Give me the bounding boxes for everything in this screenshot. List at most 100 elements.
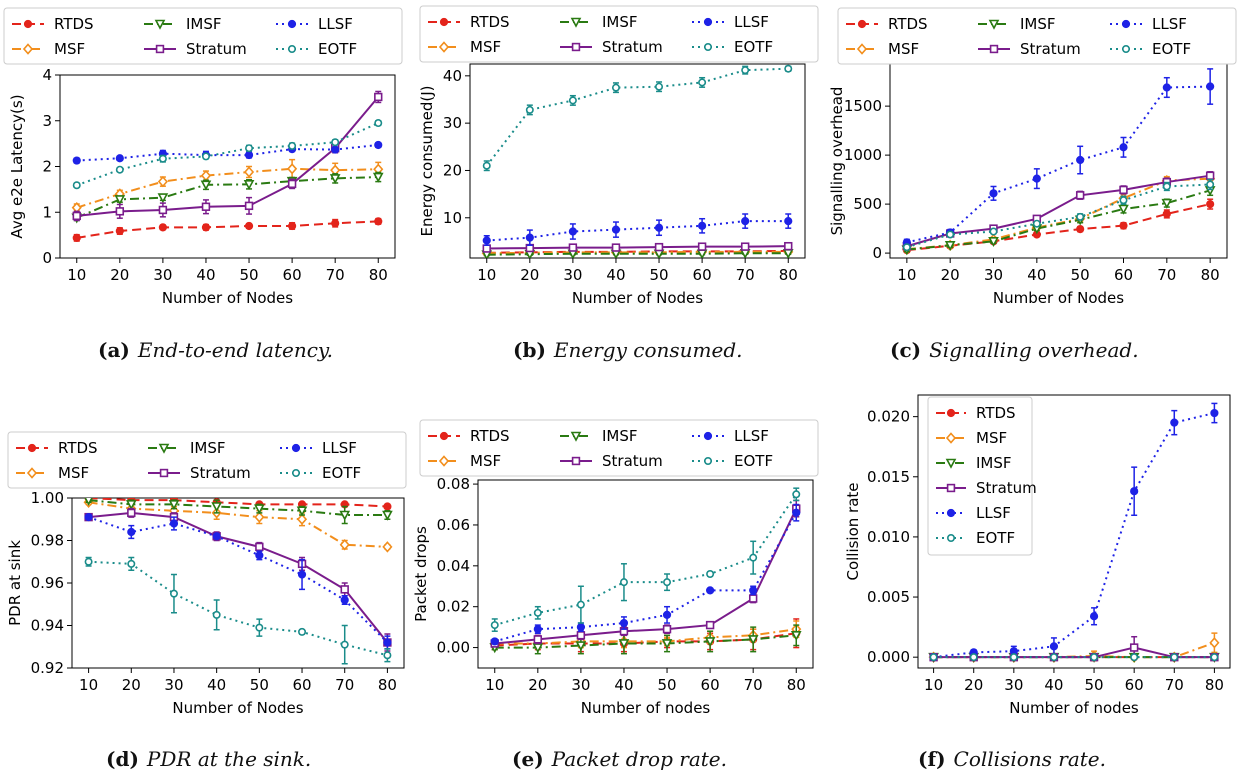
- legend-entry: MSF: [976, 429, 1007, 447]
- caption-text: Collisions rate.: [953, 747, 1106, 771]
- data-point-stratum: [697, 242, 707, 251]
- legend-marker: [23, 19, 33, 29]
- data-point-llsf: [706, 586, 715, 595]
- legend: RTDS MSF IMSF Stratum LLSF EOTF: [3, 7, 403, 65]
- legend-marker: [154, 19, 166, 30]
- data-point-msf: [382, 541, 393, 553]
- data-point-eotf: [374, 119, 383, 128]
- series-line-imsf: [494, 634, 797, 649]
- y-tick-label: 1: [42, 203, 52, 221]
- y-tick-label: 1.00: [31, 489, 64, 507]
- data-point-stratum: [740, 242, 750, 251]
- data-point-stratum: [115, 207, 125, 216]
- data-point-eotf: [288, 141, 297, 150]
- x-tick-label: 80: [1201, 266, 1220, 284]
- legend-entry: RTDS: [54, 15, 94, 33]
- legend-marker: [570, 431, 582, 442]
- data-point-llsf: [749, 586, 758, 595]
- data-point-stratum: [611, 243, 621, 252]
- y-tick-label: 0.00: [437, 639, 470, 657]
- data-point-rtds: [288, 221, 297, 231]
- data-point-imsf: [125, 500, 137, 511]
- data-point-rtds: [115, 226, 124, 236]
- legend-marker: [570, 17, 582, 28]
- data-point-msf: [157, 175, 168, 188]
- series-line-rtds: [88, 498, 388, 508]
- data-point-llsf: [84, 513, 93, 522]
- legend-box: [3, 7, 403, 65]
- legend-entry: EOTF: [734, 38, 773, 56]
- series-line-stratum: [906, 174, 1211, 248]
- data-point-msf: [254, 511, 265, 523]
- data-point-imsf: [157, 193, 169, 204]
- data-point-eotf: [929, 653, 938, 662]
- caption-d: (d) PDR at the sink.: [106, 747, 311, 771]
- legend-entry: IMSF: [602, 13, 638, 31]
- data-point-llsf: [331, 145, 340, 154]
- data-point-llsf: [784, 216, 793, 226]
- data-point-imsf: [1161, 198, 1173, 209]
- plot-frame: [59, 74, 396, 259]
- y-tick-label: 4: [42, 66, 52, 84]
- x-tick-label: 60: [693, 266, 712, 284]
- data-point-llsf: [115, 154, 124, 163]
- data-point-eotf: [1009, 653, 1018, 662]
- legend-marker: [703, 17, 713, 27]
- series-line-rtds: [906, 203, 1211, 252]
- legend-marker: [155, 44, 165, 54]
- x-tick-label: 60: [1125, 676, 1144, 694]
- data-point-rtds: [331, 219, 340, 228]
- data-point-llsf: [1049, 642, 1059, 651]
- x-tick-label: 70: [736, 266, 755, 284]
- x-tick-label: 50: [657, 676, 676, 694]
- data-point-eotf: [331, 138, 340, 147]
- data-point-eotf: [749, 553, 758, 562]
- data-point-eotf: [989, 227, 998, 236]
- legend-entry: EOTF: [734, 452, 773, 470]
- data-point-llsf: [1206, 82, 1215, 91]
- legend-marker: [946, 408, 956, 418]
- data-point-stratum: [287, 179, 297, 189]
- x-tick-label: 20: [122, 676, 141, 694]
- y-tick-label: 10: [443, 209, 462, 227]
- x-tick-label: 10: [897, 266, 916, 284]
- y-tick-label: 0.000: [867, 648, 910, 666]
- data-point-imsf: [329, 174, 341, 185]
- series-line-eotf: [88, 560, 388, 657]
- legend-box: [837, 7, 1237, 65]
- legend: RTDS MSF IMSF Stratum LLSF EOTF: [927, 396, 1037, 556]
- data-point-llsf: [1089, 612, 1099, 621]
- data-point-llsf: [576, 623, 585, 632]
- data-point-imsf: [618, 639, 630, 650]
- legend-entry: Stratum: [190, 464, 251, 482]
- caption-label: (c): [890, 338, 922, 362]
- legend-entry: LLSF: [1152, 15, 1187, 33]
- legend-marker: [945, 432, 957, 444]
- x-tick-label: 50: [250, 676, 269, 694]
- x-axis-label: Number of Nodes: [572, 289, 703, 307]
- x-tick-label: 10: [67, 266, 86, 284]
- x-tick-label: 20: [110, 266, 129, 284]
- legend-marker: [438, 455, 450, 467]
- data-point-imsf: [782, 248, 794, 258]
- plot-frame: [889, 63, 1228, 259]
- data-point-stratum: [127, 508, 136, 518]
- data-point-imsf: [532, 643, 544, 654]
- y-tick-label: 30: [443, 114, 462, 132]
- legend-box: [419, 5, 819, 63]
- data-point-llsf: [698, 221, 707, 230]
- caption-text: PDR at the sink.: [146, 747, 312, 771]
- data-point-imsf: [243, 180, 255, 191]
- legend-entry: EOTF: [322, 464, 361, 482]
- caption-label: (e): [512, 747, 544, 771]
- legend-box: [7, 431, 407, 489]
- legend-marker: [946, 483, 956, 493]
- y-tick-label: 0.06: [437, 516, 470, 534]
- x-tick-label: 80: [369, 266, 388, 284]
- legend-entry: RTDS: [976, 404, 1016, 422]
- y-tick-label: 0.02: [437, 598, 470, 616]
- data-point-llsf: [1130, 487, 1139, 496]
- data-point-eotf: [383, 651, 392, 660]
- y-tick-label: 0.015: [867, 468, 910, 486]
- caption-label: (b): [513, 338, 546, 362]
